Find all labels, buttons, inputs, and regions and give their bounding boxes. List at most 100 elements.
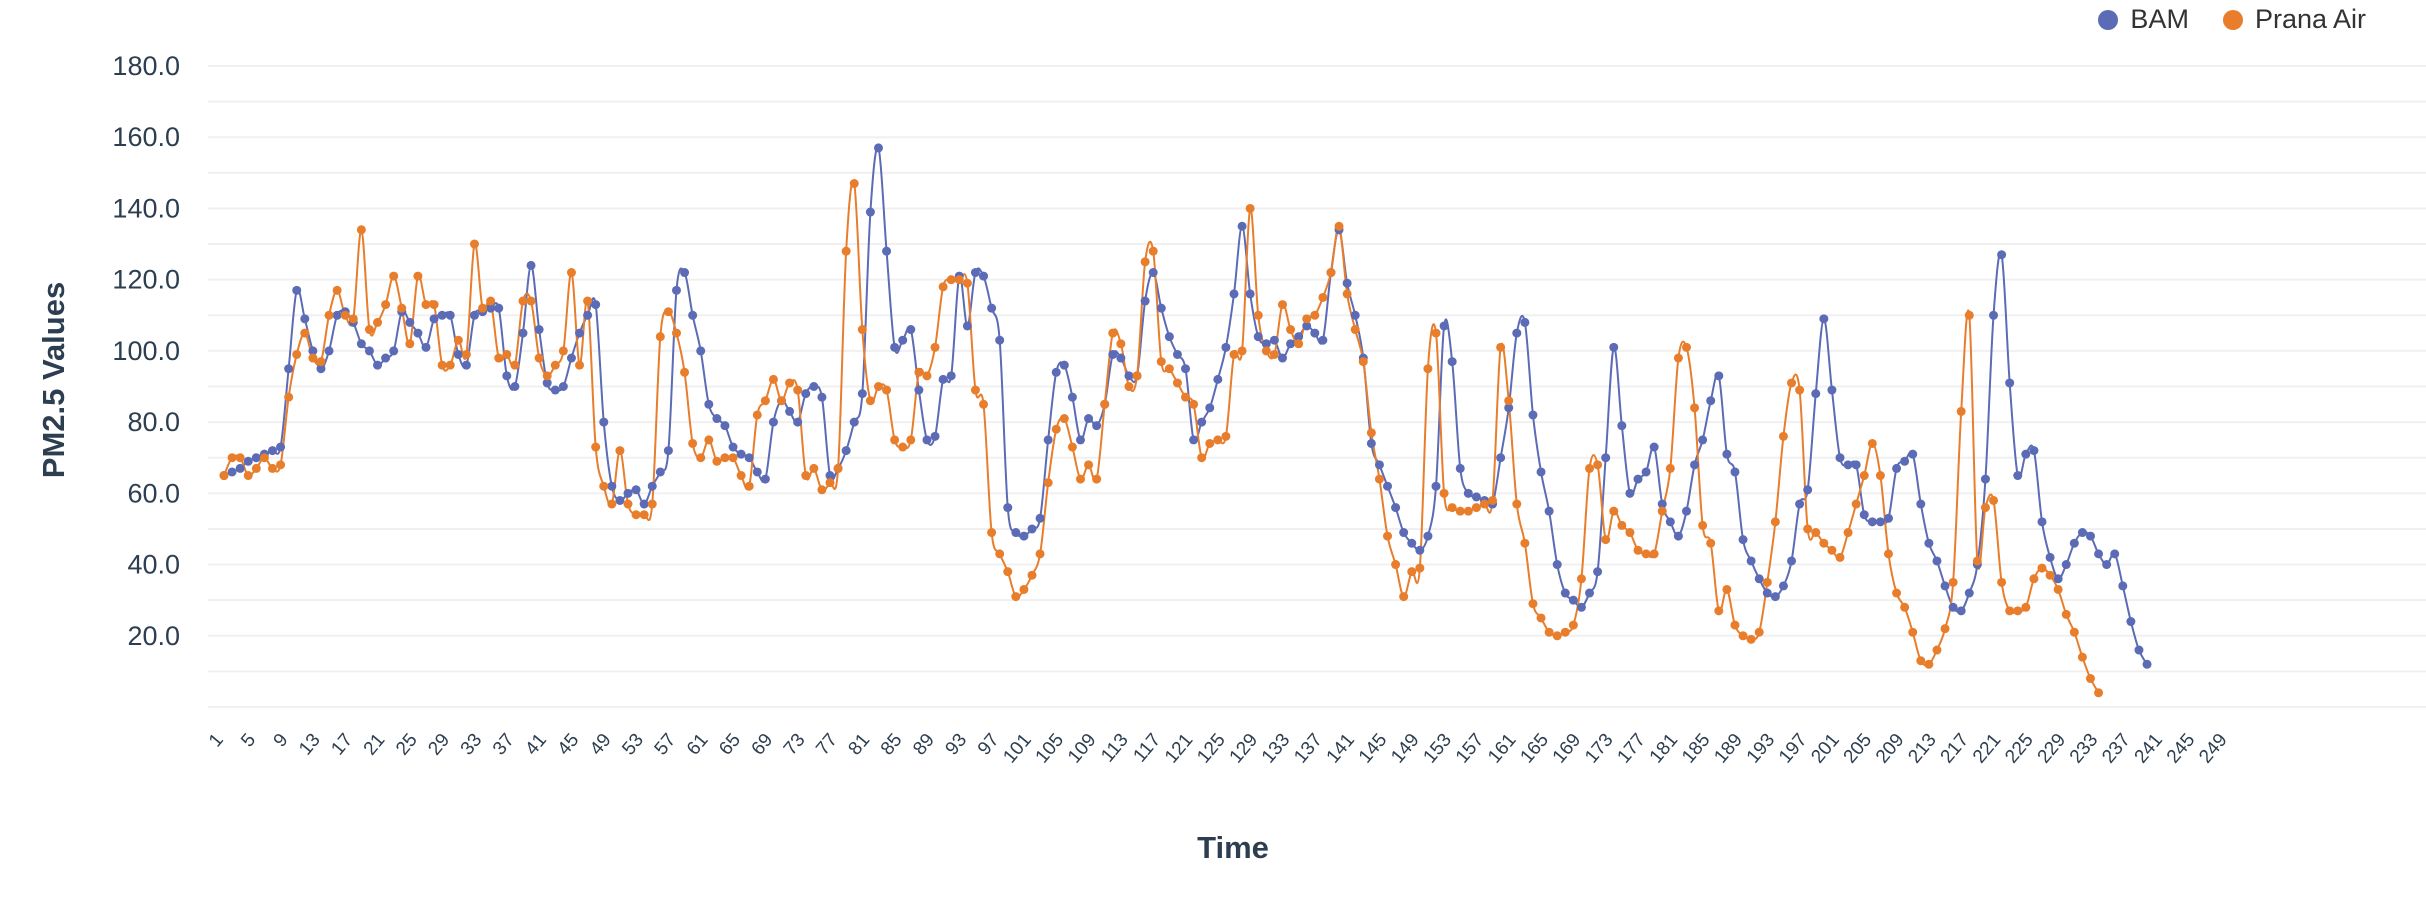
prana-air-point	[663, 307, 673, 317]
bam-point	[1916, 499, 1926, 509]
x-tick-label: 229	[2034, 730, 2070, 768]
prana-air-point	[1455, 506, 1465, 516]
bam-point	[1189, 435, 1199, 445]
bam-point	[1221, 342, 1231, 352]
bam-point	[526, 260, 536, 270]
x-tick-label: 241	[2131, 730, 2167, 768]
bam-point	[292, 285, 302, 295]
x-tick-label: 213	[1904, 730, 1940, 768]
prana-air-point	[1980, 503, 1990, 513]
gridlines	[208, 65, 2426, 708]
bam-point	[534, 325, 544, 335]
prana-air-point	[1366, 428, 1376, 438]
bam-point	[631, 485, 641, 495]
bam-point	[930, 431, 940, 441]
bam-point	[1455, 463, 1465, 473]
x-tick-label: 165	[1516, 730, 1552, 768]
bam-point	[2037, 517, 2047, 527]
prana-air-point	[1189, 399, 1199, 409]
bam-point	[550, 385, 560, 395]
prana-air-point	[688, 438, 698, 448]
bam-point	[680, 268, 690, 278]
bam-point	[2102, 560, 2112, 570]
bam-point	[1908, 449, 1918, 459]
prana-air-point	[680, 367, 690, 377]
bam-point	[865, 207, 875, 217]
x-tick-label: 61	[683, 730, 713, 760]
bam-point	[1391, 503, 1401, 513]
bam-point	[1803, 485, 1813, 495]
bam-point	[1003, 503, 1013, 513]
prana-air-point	[1358, 357, 1368, 367]
bam-point	[1277, 353, 1287, 363]
bam-point	[785, 406, 795, 416]
x-tick-label: 221	[1969, 730, 2005, 768]
prana-air-point	[413, 271, 423, 281]
prana-air-point	[1811, 528, 1821, 538]
prana-air-point	[1140, 257, 1150, 267]
y-tick-label: 60.0	[127, 478, 180, 508]
legend-item-bam[interactable]: BAM	[2098, 4, 2189, 35]
prana-air-point	[987, 528, 997, 538]
bam-point	[1633, 474, 1643, 484]
bam-point	[591, 300, 601, 310]
bam-point	[1867, 517, 1877, 527]
x-tick-label: 193	[1743, 730, 1779, 768]
bam-point	[906, 325, 916, 335]
bam-point	[1213, 374, 1223, 384]
prana-air-point	[825, 478, 835, 488]
x-tick-label: 33	[457, 730, 487, 760]
prana-air-point	[1940, 624, 1950, 634]
bam-point	[1770, 592, 1780, 602]
bam-point	[1156, 303, 1166, 313]
bam-point	[300, 314, 310, 324]
bam-point	[1593, 567, 1603, 577]
bam-point	[251, 453, 261, 463]
legend-label-bam: BAM	[2130, 4, 2189, 34]
bam-point	[1722, 449, 1732, 459]
prana-air-point	[542, 371, 552, 381]
bam-point	[1399, 528, 1409, 538]
bam-point	[898, 335, 908, 345]
series-lines	[223, 146, 2148, 694]
prana-air-point	[1673, 353, 1683, 363]
bam-point	[1011, 528, 1021, 538]
bam-point	[663, 446, 673, 456]
prana-air-point	[1657, 506, 1667, 516]
x-tick-label: 21	[360, 730, 390, 760]
x-tick-label: 233	[2066, 730, 2102, 768]
prana-air-point	[1027, 570, 1037, 580]
x-tick-label: 73	[780, 730, 810, 760]
bam-point	[1762, 588, 1772, 598]
bam-point	[987, 303, 997, 313]
x-tick-label: 49	[586, 730, 616, 760]
bam-point	[946, 371, 956, 381]
prana-air-point	[276, 460, 286, 470]
bam-line	[223, 146, 2148, 665]
prana-air-point	[1067, 442, 1077, 452]
prana-air-point	[1609, 506, 1619, 516]
legend-item-prana-air[interactable]: Prana Air	[2222, 4, 2366, 35]
bam-point	[1172, 349, 1182, 359]
bam-point	[1657, 499, 1667, 509]
prana-air-point	[1084, 460, 1094, 470]
y-axis-title: PM2.5 Values	[36, 281, 71, 479]
prana-air-point	[558, 346, 568, 356]
x-tick-label: 169	[1549, 730, 1585, 768]
bam-point	[801, 389, 811, 399]
bam-point	[1835, 453, 1845, 463]
prana-air-point	[1835, 552, 1845, 562]
prana-air-point	[1383, 531, 1393, 541]
bam-point	[453, 349, 463, 359]
bam-point	[1698, 435, 1708, 445]
bam-point	[841, 446, 851, 456]
prana-air-point	[405, 339, 415, 349]
bam-point	[2126, 617, 2136, 627]
prana-air-point	[1253, 310, 1263, 320]
prana-air-point	[882, 385, 892, 395]
prana-air-point	[599, 481, 609, 491]
bam-point	[1318, 335, 1328, 345]
x-tick-label: 125	[1193, 730, 1229, 768]
bam-point	[760, 474, 770, 484]
prana-air-point	[469, 239, 479, 249]
